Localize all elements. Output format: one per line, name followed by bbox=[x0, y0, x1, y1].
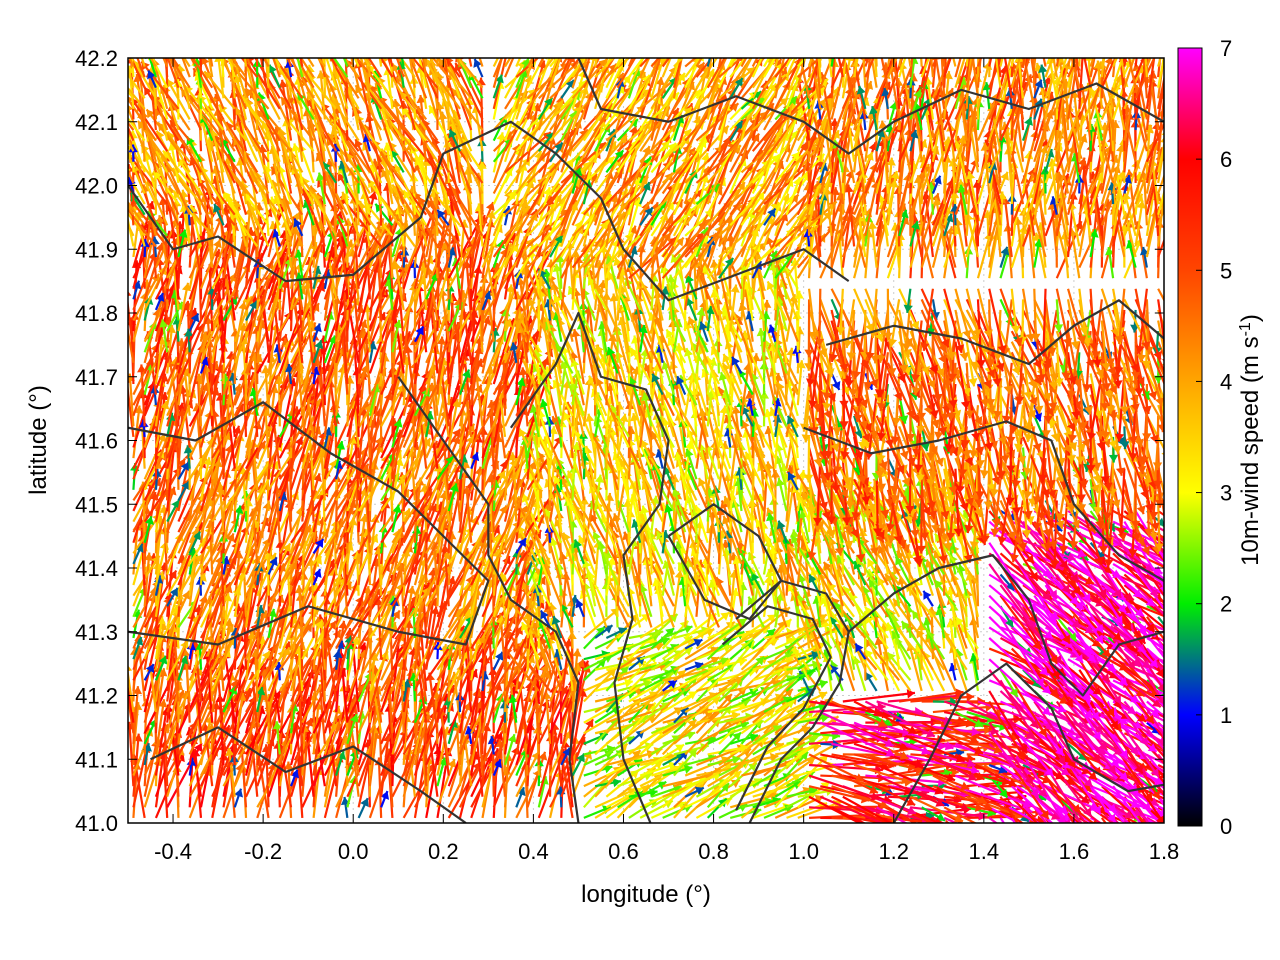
wind-arrow bbox=[865, 672, 876, 691]
wind-arrow bbox=[119, 654, 134, 723]
wind-arrow bbox=[234, 789, 243, 808]
wind-arrow bbox=[1102, 818, 1142, 872]
wind-arrow bbox=[852, 656, 865, 690]
wind-arrow bbox=[449, 762, 481, 818]
wind-arrow bbox=[1000, 818, 1046, 887]
wind-vectors bbox=[98, 1, 1236, 888]
wind-arrow bbox=[1012, 818, 1054, 888]
wind-arrow bbox=[868, 221, 877, 267]
wind-arrow bbox=[1031, 289, 1040, 342]
wind-arrow bbox=[794, 291, 803, 331]
